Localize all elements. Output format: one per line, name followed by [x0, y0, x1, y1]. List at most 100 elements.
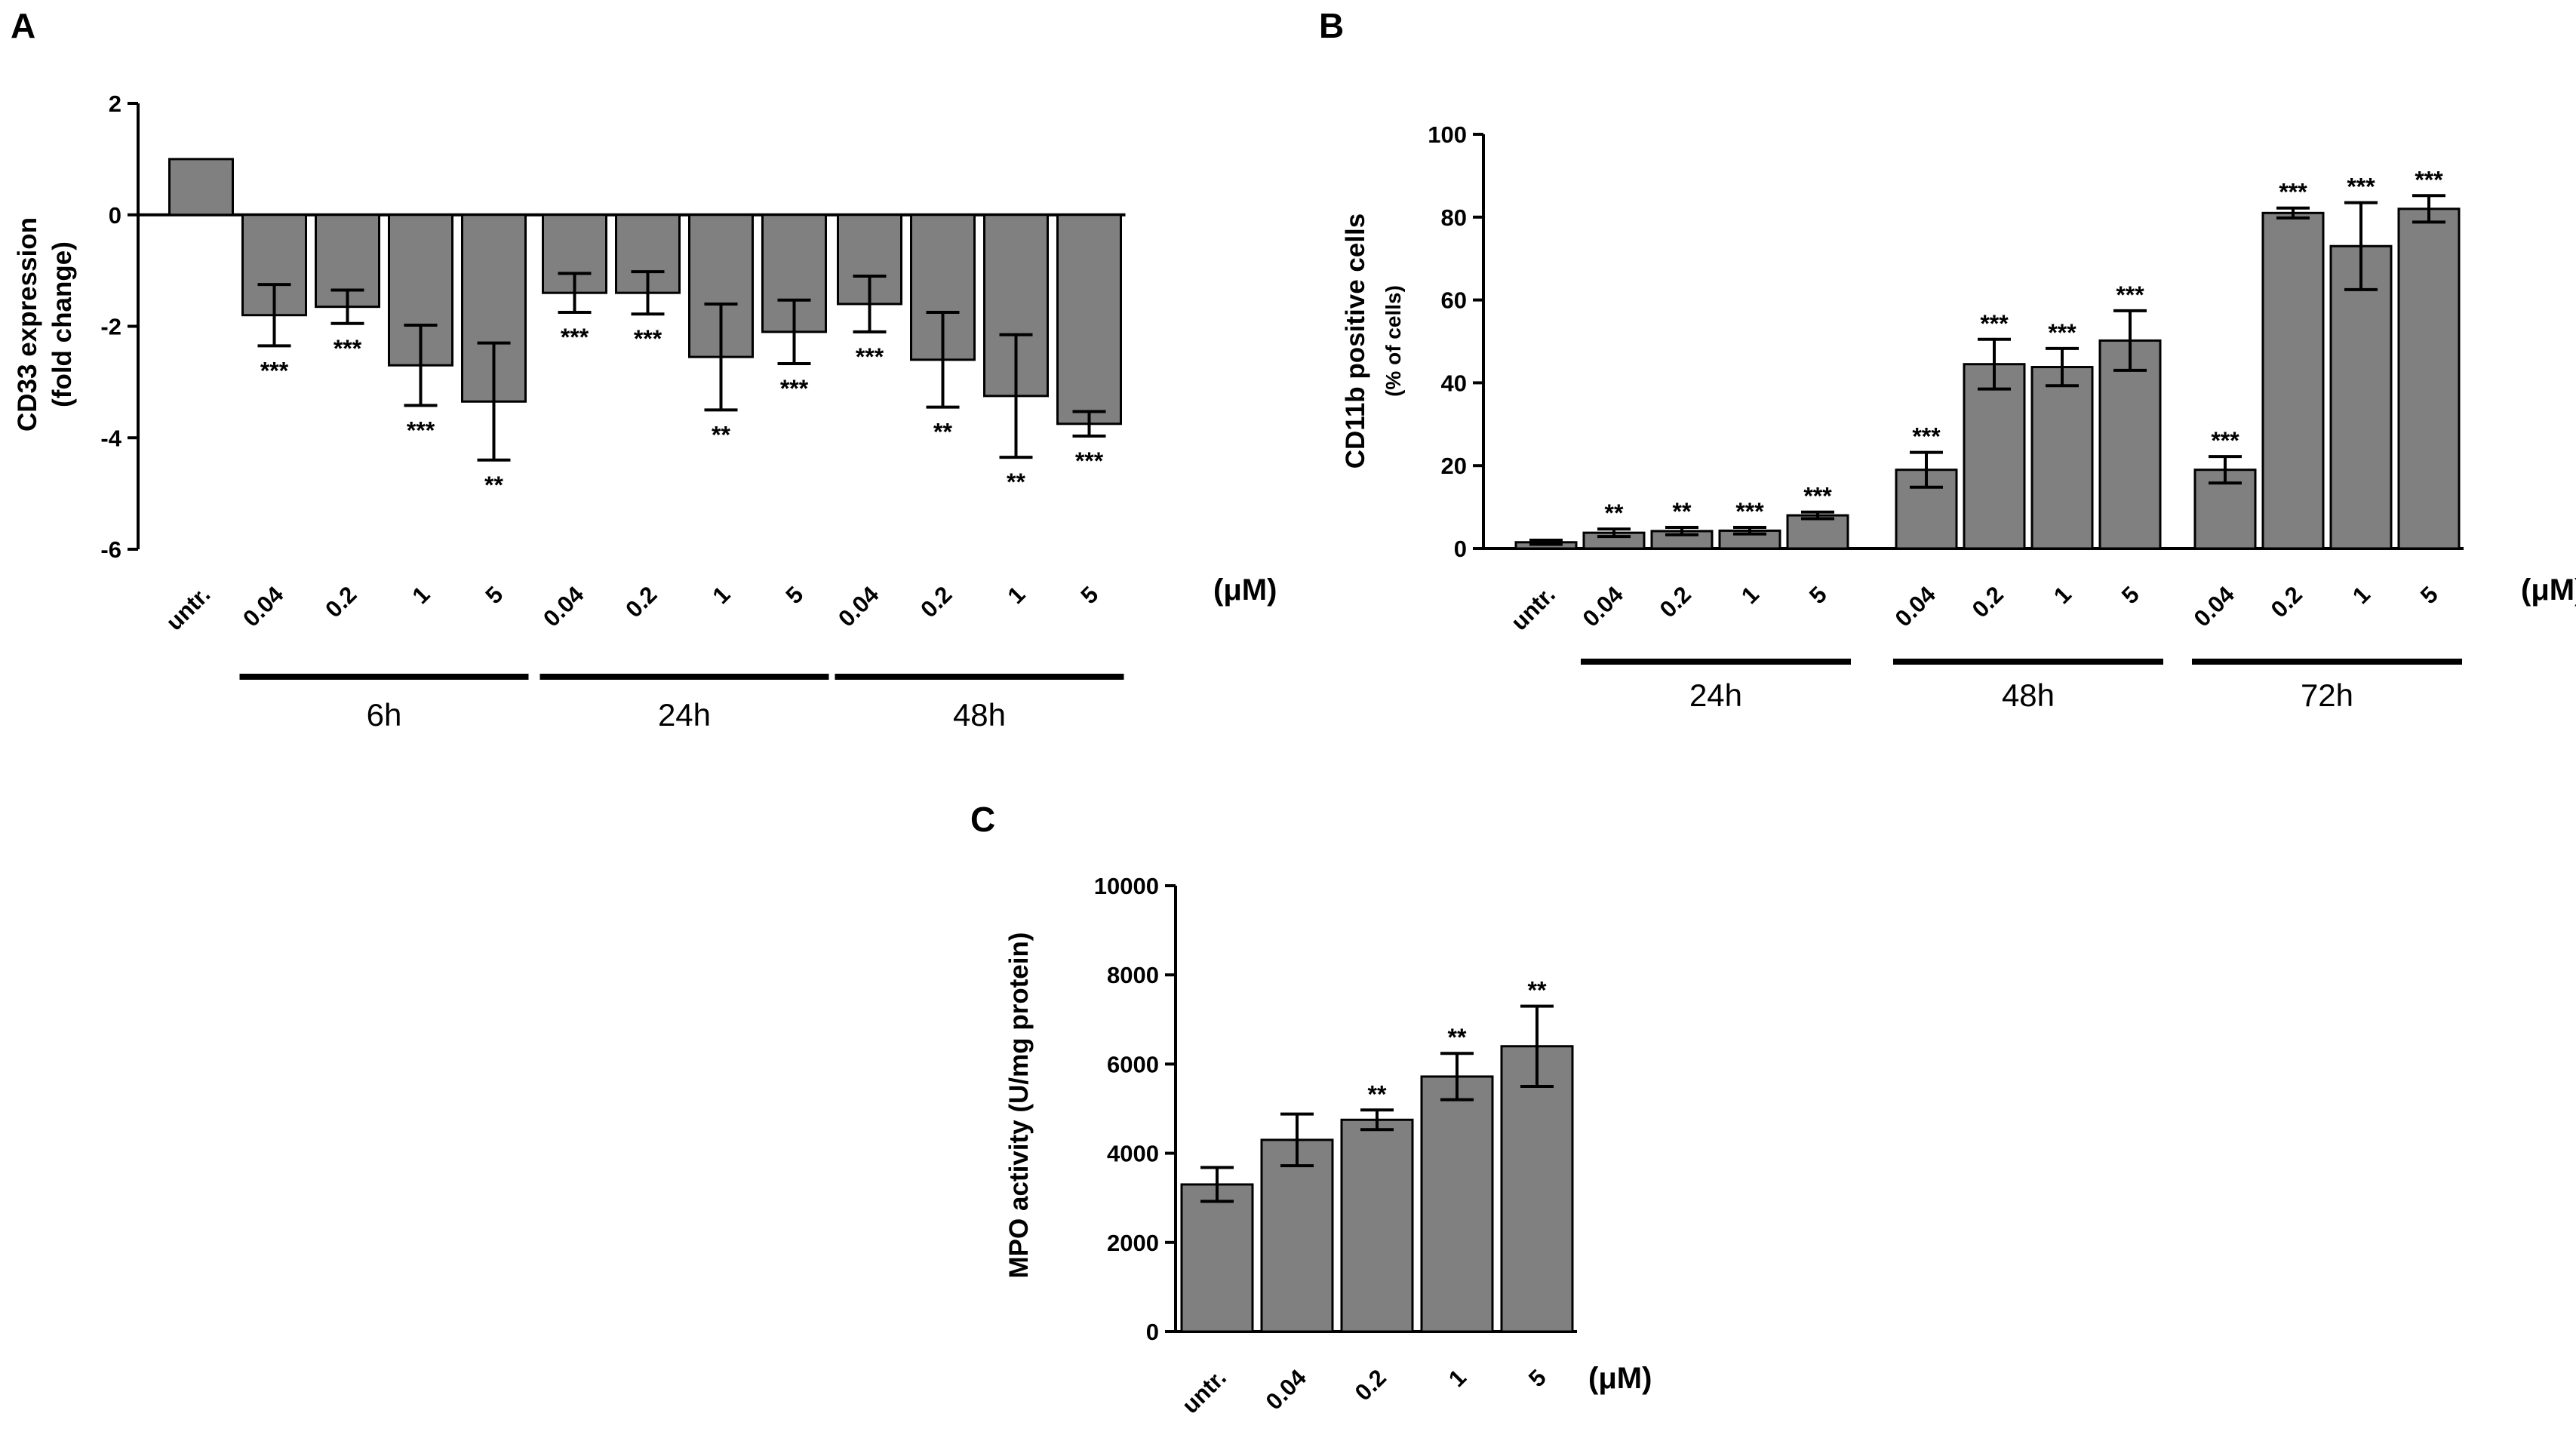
x-tick-label: 5 — [1523, 1364, 1551, 1392]
x-tick-label: untr. — [161, 581, 215, 635]
significance-label: *** — [561, 324, 589, 351]
x-tick-label: 5 — [481, 581, 509, 609]
y-axis-subtitle: (fold change) — [48, 241, 77, 407]
significance-label: *** — [2048, 319, 2076, 346]
group-label: 6h — [367, 697, 402, 733]
x-tick-label: 1 — [1443, 1364, 1471, 1392]
bar — [1963, 363, 2026, 550]
x-tick-label: untr. — [1506, 581, 1560, 635]
x-tick-label: 1 — [1003, 581, 1031, 609]
significance-label: *** — [780, 375, 809, 402]
chart-panel-c: 10000 8000 6000 4000 2000 0 untr. 0.04 ** 0.2 ** 1 *… — [1004, 873, 1652, 1418]
bar — [2030, 366, 2094, 550]
x-tick-label: 0.2 — [1655, 581, 1696, 622]
y-tick-label: 6000 — [1107, 1051, 1159, 1077]
x-tick-label: 1 — [708, 581, 736, 609]
significance-label: ** — [933, 419, 952, 446]
bar — [1180, 1183, 1254, 1333]
significance-label: ** — [1605, 499, 1624, 527]
bar — [1420, 1075, 1494, 1333]
bar — [1340, 1118, 1414, 1333]
x-tick-label: 0.04 — [833, 581, 884, 632]
y-tick-label: 20 — [1441, 453, 1467, 479]
bar — [2261, 211, 2325, 550]
significance-label: *** — [634, 325, 662, 352]
y-axis-title: MPO activity (U/mg protein) — [1004, 932, 1034, 1279]
significance-label: *** — [2415, 166, 2443, 193]
x-tick-label: 0.2 — [1350, 1364, 1391, 1406]
bar — [2397, 207, 2461, 550]
significance-label: ** — [484, 472, 503, 499]
panel-letter-b: B — [1319, 6, 1344, 45]
x-tick-label: 5 — [2116, 581, 2144, 609]
significance-label: ** — [712, 421, 730, 448]
group-label: 48h — [2002, 677, 2055, 713]
significance-label: ** — [1673, 498, 1692, 525]
x-tick-label: 0.2 — [915, 581, 957, 622]
significance-label: *** — [407, 416, 435, 444]
significance-label: ** — [1448, 1024, 1467, 1051]
group-label: 72h — [2301, 677, 2353, 713]
significance-label: *** — [2279, 179, 2307, 206]
significance-label: ** — [1368, 1080, 1387, 1108]
x-tick-label: 5 — [1804, 581, 1832, 609]
chart-panel-a: 2 0 -2 -4 -6 untr. *** 0.04 *** 0.2 *** 1 ** 5 *** 0.04… — [13, 91, 1277, 733]
bar — [1260, 1138, 1334, 1333]
x-tick-label: 5 — [1076, 581, 1104, 609]
significance-label: *** — [856, 343, 884, 370]
bar — [837, 214, 902, 306]
group-label: 24h — [658, 697, 711, 733]
bar — [2329, 244, 2393, 550]
unit-label: (μM) — [1213, 573, 1277, 607]
x-tick-label: 1 — [2049, 581, 2076, 609]
x-tick-label: 0.04 — [238, 581, 289, 632]
x-tick-label: 0.04 — [538, 581, 589, 632]
y-tick-label: 80 — [1441, 204, 1467, 231]
x-tick-label: 0.2 — [620, 581, 662, 622]
significance-label: ** — [1007, 469, 1025, 496]
significance-label: *** — [2347, 174, 2375, 201]
x-tick-label: 1 — [407, 581, 435, 609]
panel-letter-c: C — [970, 800, 995, 839]
y-tick-label: 4000 — [1107, 1141, 1159, 1167]
y-tick-label: -4 — [100, 425, 121, 451]
significance-label: *** — [2116, 281, 2144, 309]
y-tick-label: 2000 — [1107, 1230, 1159, 1256]
x-tick-label: 0.04 — [2189, 581, 2240, 632]
significance-label: ** — [1528, 977, 1547, 1004]
significance-label: *** — [2211, 427, 2239, 454]
bar — [1500, 1045, 1574, 1333]
x-tick-label: 0.04 — [1890, 581, 1941, 632]
chart-panel-b: 100 80 60 40 20 0 untr. ** 0.04 ** 0.2 *** 1 *** 5 *** 0… — [1341, 121, 2576, 713]
y-axis-title: CD11b positive cells — [1341, 214, 1370, 469]
x-tick-label: 5 — [781, 581, 809, 609]
significance-label: *** — [334, 335, 362, 362]
significance-label: *** — [1803, 483, 1832, 510]
significance-label: *** — [1912, 423, 1941, 450]
y-tick-label: -6 — [100, 536, 121, 563]
x-tick-label: 0.04 — [1261, 1364, 1312, 1415]
panel-letter-a: A — [11, 6, 35, 45]
bar — [1056, 214, 1122, 426]
group-label: 24h — [1689, 677, 1742, 713]
x-tick-label: 1 — [2347, 581, 2375, 609]
significance-label: *** — [1075, 447, 1104, 475]
y-tick-label: 2 — [109, 91, 121, 117]
unit-label: (μM) — [2521, 573, 2576, 607]
x-tick-label: 0.2 — [320, 581, 361, 622]
y-tick-label: 8000 — [1107, 962, 1159, 988]
y-tick-label: 0 — [1454, 536, 1467, 562]
group-label: 48h — [953, 697, 1006, 733]
bar — [1786, 514, 1849, 550]
y-tick-label: 60 — [1441, 287, 1467, 314]
y-tick-label: 40 — [1441, 370, 1467, 396]
significance-label: *** — [1735, 498, 1764, 525]
significance-label: *** — [260, 357, 289, 384]
x-tick-label: untr. — [1177, 1364, 1231, 1418]
x-tick-label: 0.2 — [2266, 581, 2307, 622]
y-axis-subtitle: (% of cells) — [1382, 285, 1405, 397]
bar — [2098, 339, 2162, 550]
x-tick-label: 5 — [2415, 581, 2443, 609]
y-axis-title: CD33 expression — [13, 217, 42, 432]
